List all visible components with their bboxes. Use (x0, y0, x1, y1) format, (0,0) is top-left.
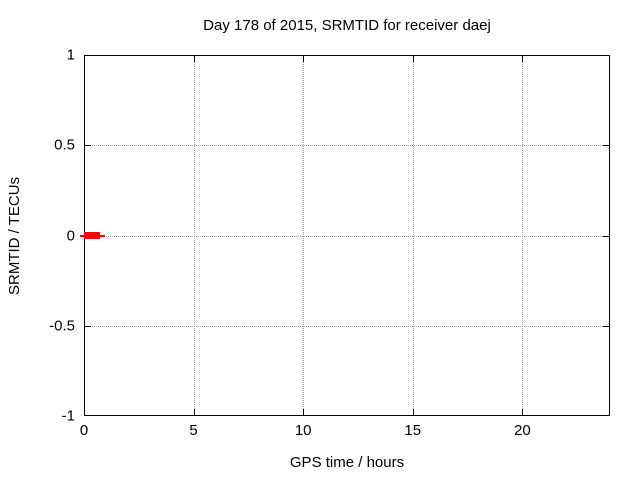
chart-title: Day 178 of 2015, SRMTID for receiver dae… (203, 17, 491, 34)
x-axis-label: GPS time / hours (289, 454, 405, 471)
x-tick-top (193, 56, 195, 62)
y-tick-label: 1 (66, 46, 75, 64)
x-tick-bottom (522, 409, 524, 415)
y-tick-left (85, 145, 91, 147)
y-tick-label: -1 (61, 407, 75, 425)
x-tick-bottom (412, 409, 414, 415)
y-tick-label: -0.5 (49, 317, 75, 335)
data-marker-box (84, 232, 100, 239)
x-tick-bottom (303, 409, 305, 415)
x-tick-label: 10 (294, 422, 312, 439)
x-tick-label: 20 (513, 422, 531, 439)
x-tick-label: 15 (404, 422, 422, 439)
y-tick-left (85, 325, 91, 327)
y-tick-right (603, 325, 609, 327)
x-tick-bottom (193, 409, 195, 415)
x-tick-top (303, 56, 305, 62)
x-tick-label: 0 (79, 422, 89, 439)
x-tick-top (522, 56, 524, 62)
y-tick-right (603, 235, 609, 237)
y-gridline (85, 145, 609, 147)
y-tick-label: 0.5 (54, 136, 75, 154)
y-tick-label: 0 (66, 227, 75, 244)
y-tick-right (603, 145, 609, 147)
x-tick-label: 5 (189, 422, 198, 439)
y-gridline (85, 325, 609, 327)
x-tick-top (412, 56, 414, 62)
y-gridline (85, 235, 609, 237)
